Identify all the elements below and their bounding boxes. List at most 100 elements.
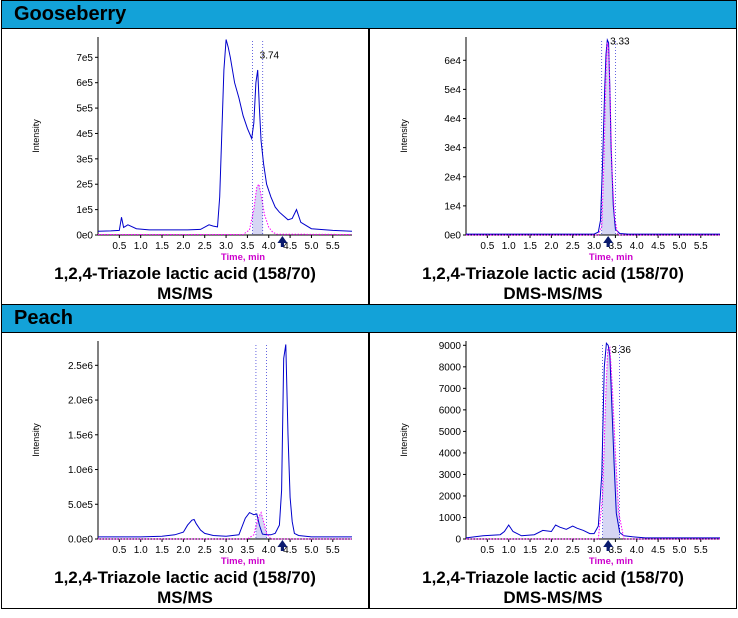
panel-caption-method: DMS-MS/MS: [503, 284, 603, 303]
y-tick-label: 9000: [439, 341, 462, 352]
x-axis-label: Time, min: [589, 556, 633, 567]
x-tick-label: 3.0: [587, 545, 601, 556]
series-line-secondary: [98, 183, 353, 235]
x-tick-label: 1.5: [155, 545, 169, 556]
retention-marker-icon: [277, 540, 288, 547]
panel-caption-compound: 1,2,4-Triazole lactic acid (158/70): [422, 568, 684, 587]
x-tick-label: 1.0: [502, 241, 516, 252]
y-tick-label: 2e5: [76, 180, 93, 191]
y-tick-label: 3e4: [444, 143, 461, 154]
x-tick-label: 5.5: [694, 241, 708, 252]
retention-marker-icon: [603, 540, 614, 547]
y-tick-label: 5e4: [444, 85, 461, 96]
y-axis-label: Intensity: [31, 423, 41, 457]
panel-peach-msms: 0.0e0 5.0e5 1.0e6 1.5e6 2.0e6 2.5e6 0.5 1.0 1.5 2…: [1, 332, 369, 609]
chart-peach-msms: 0.0e0 5.0e5 1.0e6 1.5e6 2.0e6 2.5e6 0.5 1.0 1.5 2…: [31, 341, 352, 567]
x-tick-label: 5.0: [672, 241, 686, 252]
x-tick-label: 1.5: [523, 241, 537, 252]
y-tick-label: 2e4: [444, 172, 461, 183]
x-tick-label: 4.0: [262, 545, 276, 556]
x-tick-label: 4.0: [630, 545, 644, 556]
x-tick-label: 3.0: [219, 241, 233, 252]
y-tick-label: 2000: [439, 491, 462, 502]
x-tick-label: 0.5: [480, 545, 494, 556]
x-tick-label: 1.5: [523, 545, 537, 556]
y-tick-label: 8000: [439, 362, 462, 373]
x-tick-label: 0.5: [480, 241, 494, 252]
series-line-secondary: [466, 346, 720, 540]
y-tick-label: 4e5: [76, 129, 93, 140]
y-tick-label: 7000: [439, 384, 462, 395]
x-tick-label: 2.5: [566, 241, 580, 252]
retention-marker-stem: [280, 243, 285, 247]
panel-gooseberry-dms: 0e0 1e4 2e4 3e4 4e4 5e4 6e4 0.5 1.0 1.5 2.0 2.5 3.0 3…: [369, 28, 737, 305]
y-tick-label: 6e4: [444, 56, 461, 67]
panel-gooseberry-msms: 0e0 1e5 2e5 3e5 4e5 5e5 6e5 7e5 0.5 1.0 1.5 2.0 2.5 3…: [1, 28, 369, 305]
x-tick-label: 3.0: [587, 241, 601, 252]
chart-gooseberry-msms: 0e0 1e5 2e5 3e5 4e5 5e5 6e5 7e5 0.5 1.0 1.5 2.0 2.5 3…: [31, 37, 353, 263]
y-tick-label: 0: [455, 535, 461, 546]
y-tick-label: 4e4: [444, 114, 461, 125]
y-tick-label: 7e5: [76, 53, 93, 64]
x-tick-label: 2.0: [544, 545, 558, 556]
x-axis-label: Time, min: [221, 556, 265, 567]
y-tick-label: 0e0: [444, 231, 461, 242]
x-tick-label: 5.5: [694, 545, 708, 556]
panel-caption-compound: 1,2,4-Triazole lactic acid (158/70): [54, 264, 316, 283]
y-tick-label: 2.5e6: [68, 361, 93, 372]
x-tick-label: 0.5: [112, 241, 126, 252]
y-tick-label: 2.0e6: [68, 396, 93, 407]
x-tick-label: 1.0: [502, 545, 516, 556]
y-tick-label: 5.0e5: [68, 500, 93, 511]
x-tick-label: 4.5: [283, 545, 297, 556]
retention-marker-icon: [603, 236, 614, 243]
peak-retention-label: 3.33: [610, 36, 630, 47]
chart-peach-dms: 0 1000 2000 3000 4000 5000 6000 7000 8000 9000 0.5…: [399, 341, 720, 567]
x-tick-label: 3.5: [240, 545, 254, 556]
series-line-primary: [97, 39, 353, 232]
x-axis-label: Time, min: [589, 252, 633, 263]
retention-marker-icon: [277, 236, 288, 243]
x-tick-label: 2.5: [198, 241, 212, 252]
x-tick-label: 1.0: [134, 241, 148, 252]
panel-caption-method: DMS-MS/MS: [503, 588, 603, 607]
x-tick-label: 2.5: [198, 545, 212, 556]
y-tick-label: 3e5: [76, 154, 93, 165]
y-tick-label: 5000: [439, 427, 462, 438]
series-line-secondary: [98, 511, 352, 540]
x-tick-label: 4.5: [651, 545, 665, 556]
panel-caption-method: MS/MS: [157, 588, 213, 607]
y-tick-label: 6e5: [76, 78, 93, 89]
x-tick-label: 2.0: [176, 241, 190, 252]
x-axis-label: Time, min: [221, 252, 265, 263]
x-tick-label: 4.5: [283, 241, 297, 252]
x-tick-label: 5.5: [326, 545, 340, 556]
y-axis-label: Intensity: [399, 423, 409, 457]
y-tick-label: 6000: [439, 405, 462, 416]
retention-marker-stem: [280, 547, 285, 551]
panel-peach-dms: 0 1000 2000 3000 4000 5000 6000 7000 8000 9000 0.5…: [369, 332, 737, 609]
panel-caption-method: MS/MS: [157, 284, 213, 303]
y-tick-label: 5e5: [76, 104, 93, 115]
y-tick-label: 1e5: [76, 205, 93, 216]
x-tick-label: 2.5: [566, 545, 580, 556]
panel-caption-compound: 1,2,4-Triazole lactic acid (158/70): [54, 568, 316, 587]
peak-retention-label: 3.36: [611, 345, 631, 356]
retention-marker-stem: [606, 243, 610, 247]
section-header-peach: Peach: [1, 304, 737, 333]
x-tick-label: 2.0: [176, 545, 190, 556]
y-tick-label: 1.5e6: [68, 430, 93, 441]
series-line-primary: [98, 344, 352, 538]
x-tick-label: 5.0: [304, 241, 318, 252]
chart-gooseberry-dms: 0e0 1e4 2e4 3e4 4e4 5e4 6e4 0.5 1.0 1.5 2.0 2.5 3.0 3…: [399, 36, 720, 263]
x-tick-label: 1.0: [134, 545, 148, 556]
retention-marker-stem: [606, 547, 610, 551]
x-tick-label: 4.0: [630, 241, 644, 252]
x-tick-label: 0.5: [112, 545, 126, 556]
x-tick-label: 3.5: [240, 241, 254, 252]
y-tick-label: 4000: [439, 448, 462, 459]
y-axis-label: Intensity: [399, 119, 409, 153]
series-line-primary: [465, 341, 720, 539]
x-tick-label: 3.5: [608, 545, 622, 556]
peak-retention-label: 3.74: [260, 51, 280, 62]
